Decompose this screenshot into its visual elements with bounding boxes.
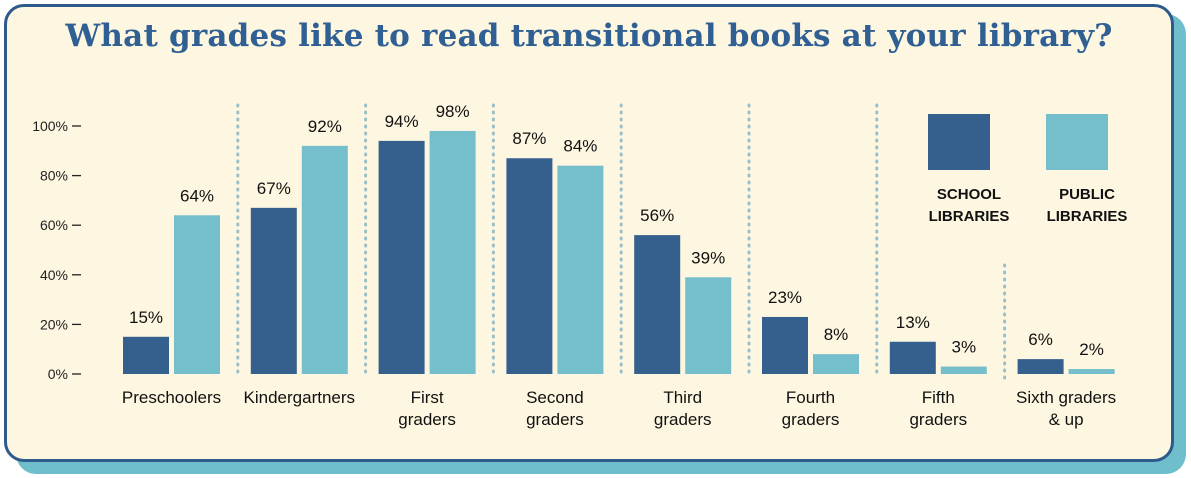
data-label: 39% — [691, 248, 725, 267]
category-label: Kindergartners — [244, 388, 356, 407]
category-label: Second graders — [526, 388, 584, 429]
legend-label-line: SCHOOL — [937, 186, 1001, 203]
bar-school — [1017, 359, 1064, 374]
bar-school — [123, 336, 169, 374]
bar-school — [634, 235, 681, 374]
category-label: Fourth graders — [782, 388, 840, 429]
category-label-line: Third — [663, 388, 702, 407]
legend-swatch — [1046, 114, 1108, 170]
chart-title: What grades like to read transitional bo… — [65, 18, 1113, 54]
bar-public — [429, 130, 476, 374]
category-label-line: Second — [526, 388, 584, 407]
data-label: 2% — [1079, 340, 1104, 359]
category-label-line: Sixth graders — [1016, 388, 1116, 407]
category-label: First graders — [398, 388, 456, 429]
data-label: 13% — [896, 313, 930, 332]
data-label: 94% — [385, 112, 419, 131]
data-label: 6% — [1028, 330, 1053, 349]
category-label-line: graders — [909, 410, 967, 429]
legend-swatch — [928, 114, 990, 170]
category-label: Preschoolers — [122, 388, 221, 407]
category-label-line: & up — [1049, 410, 1084, 429]
category-label-line: Preschoolers — [122, 388, 221, 407]
y-tick-label: 0% — [48, 366, 68, 382]
data-label: 3% — [952, 338, 977, 357]
y-tick-label: 60% — [40, 217, 68, 233]
data-label: 8% — [824, 325, 849, 344]
data-label: 23% — [768, 288, 802, 307]
category-label-line: Fourth — [786, 388, 835, 407]
bar-public — [813, 354, 859, 374]
bar-public — [174, 215, 220, 374]
category-label: Fifth graders — [909, 388, 967, 429]
category-label-line: graders — [782, 410, 840, 429]
legend-label-line: PUBLIC — [1059, 186, 1115, 203]
legend-label-line: LIBRARIES — [1047, 208, 1128, 225]
data-label: 15% — [129, 308, 163, 327]
y-tick-label: 80% — [40, 168, 68, 184]
category-label-line: graders — [654, 410, 712, 429]
bar-school — [250, 207, 297, 374]
bar-public — [1068, 369, 1115, 374]
data-label: 92% — [308, 117, 342, 136]
data-label: 87% — [512, 129, 546, 148]
bar-public — [557, 165, 604, 374]
category-label: Third graders — [654, 388, 712, 429]
category-label-line: graders — [526, 410, 584, 429]
bar-school — [378, 140, 425, 374]
bar-school — [889, 341, 936, 374]
legend-label: PUBLIC LIBRARIES — [1047, 186, 1128, 225]
data-label: 84% — [563, 137, 597, 156]
bar-school — [762, 316, 808, 374]
bar-public — [301, 145, 348, 374]
category-label-line: Fifth — [922, 388, 955, 407]
category-label-line: graders — [398, 410, 456, 429]
y-tick-label: 100% — [32, 118, 68, 134]
y-tick-label: 20% — [40, 316, 68, 332]
y-tick-label: 40% — [40, 267, 68, 283]
category-label: Sixth graders & up — [1016, 388, 1116, 429]
category-label-line: First — [411, 388, 444, 407]
data-label: 56% — [640, 206, 674, 225]
data-label: 67% — [257, 179, 291, 198]
bar-public — [685, 277, 732, 374]
bar-public — [940, 366, 987, 374]
legend-label: SCHOOL LIBRARIES — [929, 186, 1010, 225]
data-label: 98% — [436, 102, 470, 121]
category-label-line: Kindergartners — [244, 388, 356, 407]
data-label: 64% — [180, 186, 214, 205]
legend-label-line: LIBRARIES — [929, 208, 1010, 225]
bar-school — [506, 158, 553, 374]
